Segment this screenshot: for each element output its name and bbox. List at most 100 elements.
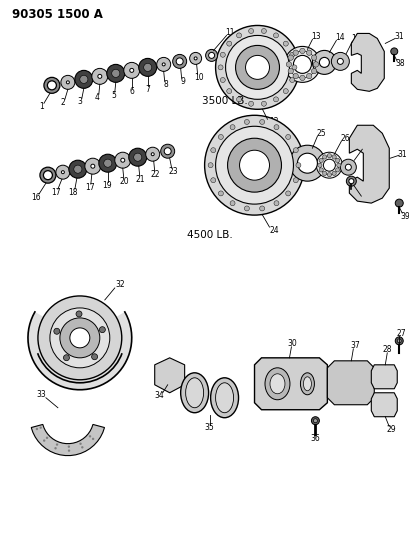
Circle shape (323, 159, 335, 171)
Circle shape (208, 163, 213, 168)
Polygon shape (348, 125, 388, 203)
Circle shape (312, 419, 317, 423)
Circle shape (331, 171, 335, 175)
Circle shape (106, 64, 124, 82)
Text: 31: 31 (396, 150, 406, 159)
Circle shape (215, 26, 299, 109)
Circle shape (129, 68, 133, 72)
Circle shape (46, 437, 48, 439)
Text: 24: 24 (269, 225, 279, 235)
Circle shape (317, 163, 321, 167)
Ellipse shape (300, 373, 314, 395)
Circle shape (156, 58, 170, 71)
Text: 11: 11 (224, 28, 234, 37)
Circle shape (176, 58, 183, 65)
Circle shape (215, 126, 293, 204)
Circle shape (394, 199, 402, 207)
Text: 34: 34 (155, 391, 164, 400)
Text: 10: 10 (193, 73, 203, 82)
Text: 20: 20 (120, 176, 129, 185)
Circle shape (239, 150, 269, 180)
Circle shape (124, 62, 139, 78)
Circle shape (61, 171, 64, 174)
Circle shape (38, 296, 121, 380)
Circle shape (273, 201, 278, 206)
Circle shape (56, 165, 70, 179)
Circle shape (319, 58, 328, 67)
Text: 41: 41 (359, 195, 368, 204)
Circle shape (89, 435, 91, 438)
Circle shape (330, 52, 348, 70)
Text: 31: 31 (393, 32, 403, 41)
Circle shape (210, 177, 215, 183)
Text: 9: 9 (180, 77, 184, 86)
Circle shape (289, 52, 294, 57)
Circle shape (229, 125, 234, 130)
Circle shape (70, 328, 90, 348)
Text: 38: 38 (394, 59, 404, 68)
Text: 16: 16 (31, 192, 40, 201)
Circle shape (335, 158, 339, 163)
Polygon shape (31, 424, 104, 456)
Circle shape (208, 52, 214, 59)
Circle shape (344, 164, 351, 170)
Circle shape (295, 163, 300, 168)
Circle shape (283, 88, 288, 94)
Circle shape (244, 206, 249, 211)
Text: 36: 36 (310, 434, 319, 443)
Text: 17: 17 (51, 188, 61, 197)
Circle shape (44, 77, 60, 93)
Text: 22: 22 (151, 169, 160, 179)
Circle shape (103, 159, 112, 167)
Circle shape (79, 442, 81, 445)
Circle shape (284, 46, 319, 82)
Circle shape (145, 147, 160, 161)
Circle shape (36, 428, 38, 430)
Text: 3500 LB.: 3500 LB. (201, 96, 247, 106)
Circle shape (306, 50, 311, 55)
Text: 19: 19 (102, 181, 111, 190)
Circle shape (67, 449, 70, 452)
Circle shape (337, 59, 342, 64)
Circle shape (205, 50, 217, 61)
Circle shape (248, 28, 253, 34)
Circle shape (92, 438, 94, 440)
Circle shape (43, 171, 52, 180)
Circle shape (292, 148, 298, 152)
Circle shape (115, 152, 130, 168)
Circle shape (299, 48, 304, 54)
Circle shape (261, 28, 266, 34)
Circle shape (138, 59, 156, 76)
Circle shape (74, 165, 82, 173)
Circle shape (133, 153, 142, 161)
Circle shape (339, 159, 355, 175)
Circle shape (285, 134, 290, 140)
Circle shape (39, 426, 42, 429)
Circle shape (259, 206, 264, 211)
Circle shape (164, 148, 171, 155)
Circle shape (81, 446, 83, 448)
Text: 3: 3 (77, 97, 82, 106)
Circle shape (331, 155, 335, 159)
Text: 18: 18 (68, 188, 77, 197)
Text: 7: 7 (145, 85, 150, 94)
Text: 14: 14 (335, 33, 344, 42)
Circle shape (210, 148, 215, 152)
Circle shape (312, 62, 318, 67)
Circle shape (91, 354, 97, 360)
Circle shape (285, 62, 291, 67)
Circle shape (336, 163, 340, 167)
Circle shape (151, 153, 154, 156)
Ellipse shape (210, 378, 238, 418)
Circle shape (311, 68, 316, 74)
Circle shape (91, 164, 94, 168)
Circle shape (346, 176, 355, 186)
Text: 21: 21 (136, 175, 145, 184)
Circle shape (229, 201, 234, 206)
Text: 1: 1 (39, 102, 44, 111)
Text: 29: 29 (386, 425, 395, 434)
Polygon shape (371, 393, 396, 417)
Text: 13: 13 (311, 32, 320, 41)
Circle shape (261, 101, 266, 106)
Circle shape (112, 69, 119, 77)
